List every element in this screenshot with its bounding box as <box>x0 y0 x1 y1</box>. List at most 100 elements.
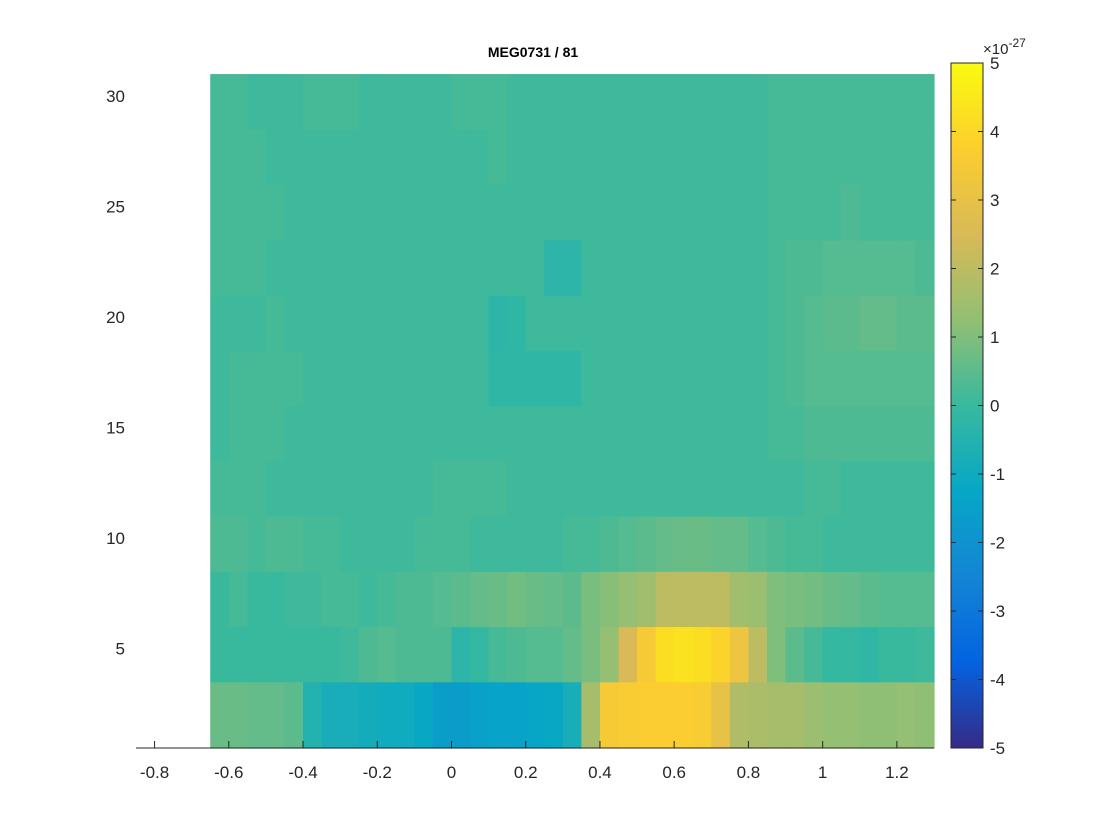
heatmap-cell <box>507 184 527 241</box>
heatmap-cell <box>340 460 360 517</box>
heatmap-cell <box>377 129 397 186</box>
heatmap-cell <box>859 405 879 462</box>
heatmap-cells <box>210 74 935 749</box>
heatmap-cell <box>377 681 397 749</box>
heatmap-cell <box>915 350 935 407</box>
heatmap-cell <box>878 129 898 186</box>
heatmap-cell <box>618 184 638 241</box>
heatmap-cell <box>228 460 248 517</box>
heatmap-cell <box>711 129 731 186</box>
heatmap-cell <box>599 129 620 186</box>
heatmap-cell <box>507 129 527 186</box>
heatmap-cell <box>247 129 267 186</box>
heatmap-cell <box>804 515 824 572</box>
heatmap-cell <box>766 681 787 749</box>
heatmap-cell <box>247 571 267 628</box>
heatmap-cell <box>915 405 935 462</box>
heatmap-cell <box>247 74 267 130</box>
heatmap-cell <box>804 405 824 462</box>
heatmap-cell <box>358 571 378 628</box>
heatmap-cell <box>544 681 564 749</box>
heatmap-cell <box>562 239 582 296</box>
heatmap-cell <box>488 129 508 186</box>
heatmap-cell <box>284 681 304 749</box>
heatmap-cell <box>321 626 341 683</box>
heatmap-cell <box>637 405 657 462</box>
heatmap-cell <box>878 515 898 572</box>
heatmap-cell <box>525 74 545 130</box>
heatmap-cell <box>637 626 657 683</box>
heatmap-cell <box>488 405 508 462</box>
heatmap-cell <box>896 571 917 628</box>
heatmap-cell <box>822 515 842 572</box>
heatmap-cell <box>804 239 824 296</box>
heatmap-cell <box>655 129 675 186</box>
y-tick-label: 15 <box>106 419 125 438</box>
heatmap-cell <box>414 460 434 517</box>
heatmap-cell <box>637 681 657 749</box>
heatmap-cell <box>785 295 805 351</box>
heatmap-cell <box>804 350 824 407</box>
heatmap-cell <box>507 681 527 749</box>
colorbar-exponent: ×10-27 <box>983 36 1026 58</box>
heatmap-cell <box>265 129 286 186</box>
heatmap-cell <box>562 515 582 572</box>
heatmap-cell <box>618 239 638 296</box>
heatmap-cell <box>599 515 620 572</box>
heatmap-cell <box>303 571 323 628</box>
heatmap-cell <box>878 626 898 683</box>
heatmap-cell <box>377 460 397 517</box>
heatmap-cell <box>785 681 805 749</box>
heatmap-cell <box>303 129 323 186</box>
heatmap-cell <box>859 460 879 517</box>
heatmap-cell <box>321 460 341 517</box>
heatmap-cell <box>395 515 415 572</box>
heatmap-cell <box>618 515 638 572</box>
heatmap-cell <box>247 239 267 296</box>
heatmap-cell <box>729 350 750 407</box>
heatmap-cell <box>488 626 508 683</box>
heatmap-cell <box>432 626 453 683</box>
heatmap-cell <box>748 239 768 296</box>
heatmap-cell <box>247 295 267 351</box>
heatmap-cell <box>637 515 657 572</box>
heatmap-cell <box>748 350 768 407</box>
heatmap-cell <box>785 515 805 572</box>
heatmap-cell <box>265 184 286 241</box>
heatmap-cell <box>804 184 824 241</box>
y-tick-label: 25 <box>106 198 125 217</box>
heatmap-cell <box>210 129 230 186</box>
heatmap-cell <box>692 460 712 517</box>
heatmap-cell <box>859 74 879 130</box>
heatmap-cell <box>562 681 582 749</box>
heatmap-cell <box>785 129 805 186</box>
heatmap-cell <box>451 350 471 407</box>
heatmap-cell <box>785 184 805 241</box>
colorbar-tick-label: 0 <box>990 397 999 416</box>
colorbar-tick-label: -5 <box>990 739 1005 758</box>
heatmap-cell <box>544 74 564 130</box>
heatmap-cell <box>562 350 582 407</box>
heatmap-cell <box>822 405 842 462</box>
heatmap-cell <box>841 239 861 296</box>
heatmap-cell <box>525 460 545 517</box>
heatmap-cell <box>340 295 360 351</box>
heatmap-cell <box>841 74 861 130</box>
heatmap-cell <box>859 571 879 628</box>
heatmap-cell <box>488 295 508 351</box>
heatmap-cell <box>766 184 787 241</box>
heatmap-cell <box>581 571 601 628</box>
heatmap-cell <box>822 626 842 683</box>
heatmap-cell <box>562 571 582 628</box>
heatmap-cell <box>692 239 712 296</box>
heatmap-cell <box>692 295 712 351</box>
heatmap-cell <box>265 350 286 407</box>
heatmap-cell <box>581 460 601 517</box>
heatmap-cell <box>692 515 712 572</box>
x-tick-label: -0.8 <box>140 763 169 782</box>
x-tick-label: 1.2 <box>885 763 909 782</box>
heatmap-cell <box>599 626 620 683</box>
heatmap-cell <box>729 571 750 628</box>
heatmap-cell <box>321 239 341 296</box>
chart-title: MEG0731 / 81 <box>488 44 578 60</box>
